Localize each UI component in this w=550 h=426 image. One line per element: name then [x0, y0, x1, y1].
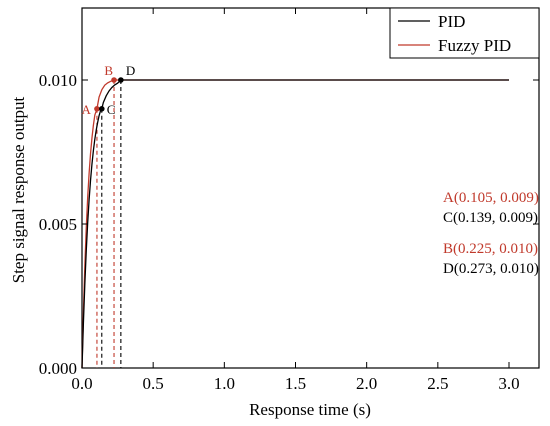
annotation-a: A(0.105, 0.009): [443, 190, 539, 206]
series-line-pid: [81, 79, 509, 369]
point-label-a: A: [82, 102, 92, 117]
point-label-b: B: [104, 63, 113, 78]
x-tick-label: 2.0: [356, 374, 377, 393]
annotation-d: D(0.273, 0.010): [443, 261, 539, 277]
legend: PID Fuzzy PID: [389, 7, 540, 59]
x-tick-label: 1.5: [285, 374, 306, 393]
point-marker-d: [118, 77, 124, 83]
point-marker-b: [111, 77, 117, 83]
x-tick-label: 0.5: [143, 374, 164, 393]
y-tick-label: 0.000: [39, 359, 77, 378]
y-axis: 0.000 0.005 0.010: [39, 71, 539, 378]
legend-label-pid: PID: [438, 12, 465, 31]
point-markers: A B C D: [82, 63, 136, 117]
guide-lines: [96, 80, 122, 368]
legend-box: [389, 7, 540, 59]
point-marker-a: [94, 106, 100, 112]
x-tick-label: 3.0: [498, 374, 519, 393]
point-marker-c: [98, 106, 105, 112]
x-tick-label: 2.5: [427, 374, 448, 393]
y-tick-label: 0.010: [39, 71, 77, 90]
legend-label-fuzzy-pid: Fuzzy PID: [438, 36, 511, 55]
point-label-d: D: [126, 63, 135, 78]
plot-frame: [81, 7, 540, 369]
x-axis: 0.0 0.5 1.0 1.5 2.0 2.5 3.0: [71, 8, 520, 393]
point-annotations: A(0.105, 0.009) C(0.139, 0.009) B(0.225,…: [443, 190, 539, 277]
annotation-b: B(0.225, 0.010): [443, 241, 538, 257]
x-axis-label: Response time (s): [249, 400, 371, 419]
series-lines: [81, 79, 509, 369]
y-axis-label: Step signal response output: [9, 96, 28, 283]
annotation-c: C(0.139, 0.009): [443, 210, 538, 226]
x-tick-label: 1.0: [214, 374, 235, 393]
point-label-c: C: [107, 102, 116, 117]
x-tick-label: 0.0: [71, 374, 92, 393]
y-tick-label: 0.005: [39, 215, 77, 234]
